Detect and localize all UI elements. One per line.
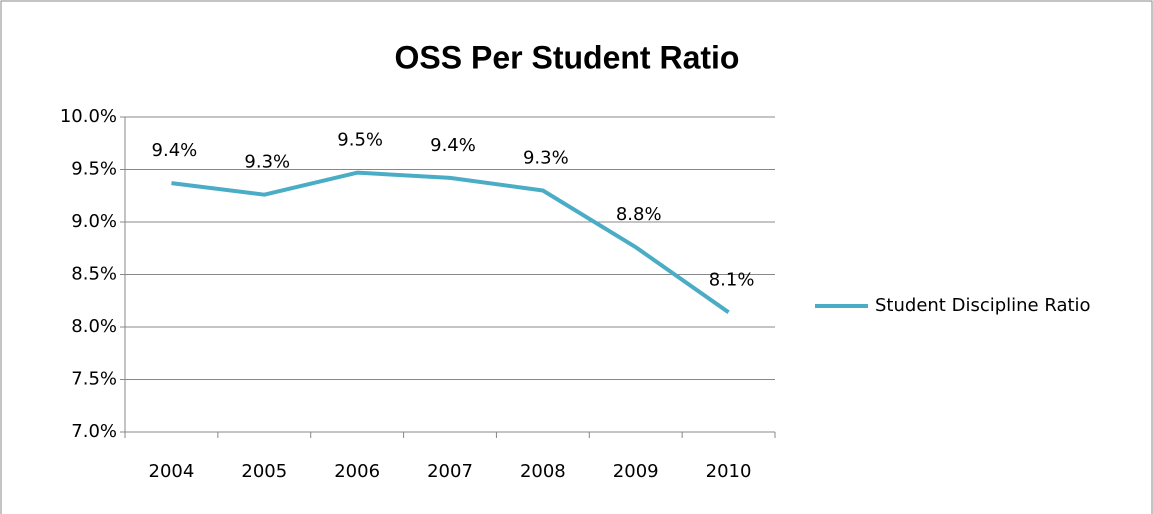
data-label: 9.3% bbox=[244, 152, 290, 173]
y-tick-label: 10.0% bbox=[60, 106, 117, 127]
data-label: 9.5% bbox=[337, 130, 383, 151]
y-tick-label: 7.5% bbox=[71, 369, 117, 390]
data-label: 9.3% bbox=[523, 148, 569, 169]
x-tick-label: 2007 bbox=[427, 461, 473, 482]
x-tick-label: 2004 bbox=[149, 461, 195, 482]
x-tick-label: 2009 bbox=[613, 461, 659, 482]
y-tick-label: 9.0% bbox=[71, 211, 117, 232]
x-tick-label: 2008 bbox=[520, 461, 566, 482]
y-tick-label: 7.0% bbox=[71, 421, 117, 442]
x-tick-label: 2005 bbox=[241, 461, 287, 482]
legend-label: Student Discipline Ratio bbox=[875, 295, 1091, 316]
x-tick-label: 2010 bbox=[706, 461, 752, 482]
chart-title: OSS Per Student Ratio bbox=[395, 39, 740, 75]
data-label: 9.4% bbox=[152, 140, 198, 161]
series-line bbox=[171, 170, 730, 314]
data-label: 9.4% bbox=[430, 135, 476, 156]
y-tick-label: 8.5% bbox=[71, 264, 117, 285]
y-tick-label: 9.5% bbox=[71, 159, 117, 180]
y-tick-label: 8.0% bbox=[71, 316, 117, 337]
data-label: 8.1% bbox=[709, 269, 755, 290]
data-label: 8.8% bbox=[616, 204, 662, 225]
x-tick-label: 2006 bbox=[334, 461, 380, 482]
